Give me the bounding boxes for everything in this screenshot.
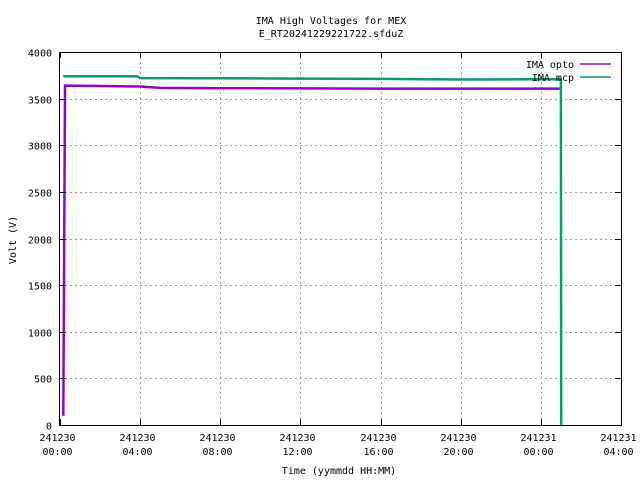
x-tick-date: 241230 (440, 433, 476, 444)
x-tick-time: 00:00 (523, 447, 553, 458)
x-tick-date: 241230 (360, 433, 396, 444)
y-tick-label: 0 (46, 422, 52, 433)
legend: IMA opto IMA mcp (526, 60, 611, 84)
legend-label: IMA mcp (532, 73, 574, 84)
axis-ticks: 0 500 1000 1500 2000 2500 3000 3500 4000 241230 00… (28, 49, 637, 459)
grid (60, 52, 621, 425)
x-tick-time: 20:00 (443, 447, 473, 458)
chart-title: IMA High Voltages for MEX (256, 16, 407, 27)
x-axis-label: Time (yymmdd HH:MM) (282, 466, 396, 477)
y-tick-label: 2000 (28, 236, 52, 247)
y-tick-label: 4000 (28, 49, 52, 60)
y-tick-label: 500 (34, 375, 52, 386)
x-tick-time: 04:00 (122, 447, 152, 458)
y-tick-label: 1000 (28, 329, 52, 340)
x-tick-date: 241230 (279, 433, 315, 444)
y-axis-label: Volt (V) (8, 216, 19, 264)
x-tick-date: 241231 (520, 433, 556, 444)
plot-frame (59, 52, 622, 426)
legend-label: IMA opto (526, 60, 574, 71)
series-ima-opto (62, 84, 561, 416)
x-tick-time: 00:00 (42, 447, 72, 458)
series-lines (62, 74, 563, 426)
x-tick-time: 04:00 (603, 447, 633, 458)
chart-subtitle: E_RT20241229221722.sfduZ (259, 29, 404, 40)
y-tick-label: 1500 (28, 282, 52, 293)
x-tick-date: 241231 (600, 433, 636, 444)
y-tick-label: 2500 (28, 189, 52, 200)
y-tick-label: 3000 (28, 142, 52, 153)
x-tick-time: 12:00 (282, 447, 312, 458)
x-tick-date: 241230 (119, 433, 155, 444)
x-tick-time: 08:00 (202, 447, 232, 458)
x-tick-time: 16:00 (363, 447, 393, 458)
x-tick-date: 241230 (199, 433, 235, 444)
x-tick-date: 241230 (39, 433, 75, 444)
y-tick-label: 3500 (28, 96, 52, 107)
series-ima-mcp (63, 74, 563, 426)
